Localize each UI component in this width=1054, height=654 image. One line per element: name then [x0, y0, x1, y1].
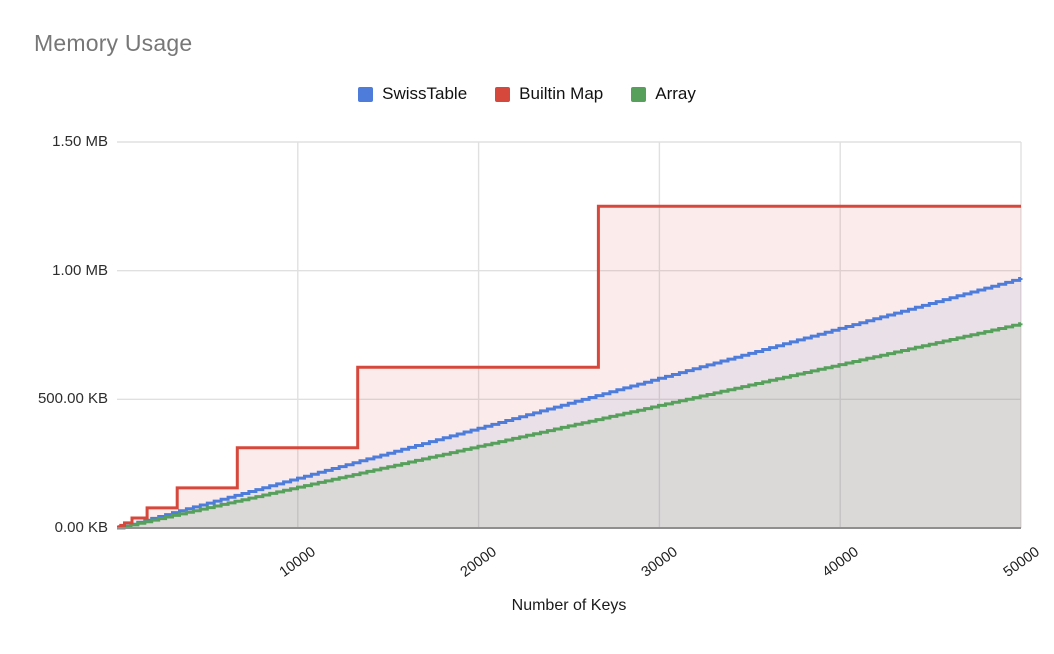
legend: SwissTable Builtin Map Array: [0, 84, 1054, 104]
x-axis-title: Number of Keys: [511, 597, 627, 614]
series-builtin-map-line: [117, 204, 1021, 529]
legend-item-array: Array: [631, 84, 696, 104]
y-axis-tick-label: 500.00 KB: [37, 390, 108, 408]
legend-label-swisstable: SwissTable: [382, 84, 468, 103]
legend-item-swisstable: SwissTable: [358, 84, 467, 104]
series-swisstable-area: [117, 278, 1021, 528]
array-swatch-icon: [631, 86, 647, 102]
series-array-area: [117, 323, 1021, 528]
y-axis-tick-label: 0.00 KB: [54, 519, 108, 536]
y-axis-tick-label: 1.00 MB: [52, 261, 108, 279]
swisstable-swatch-icon: [358, 86, 374, 102]
series-array-line: [117, 322, 1023, 530]
chart-title: Memory Usage: [34, 30, 193, 56]
series-builtin-map-area: [117, 206, 1021, 529]
builtin-map-swatch-icon: [495, 86, 511, 102]
legend-item-builtin-map: Builtin Map: [495, 84, 603, 104]
y-axis-tick-label: 1.50 MB: [52, 133, 108, 150]
legend-label-array: Array: [655, 84, 696, 103]
legend-label-builtin-map: Builtin Map: [519, 84, 604, 103]
series-swisstable-line: [117, 277, 1023, 530]
